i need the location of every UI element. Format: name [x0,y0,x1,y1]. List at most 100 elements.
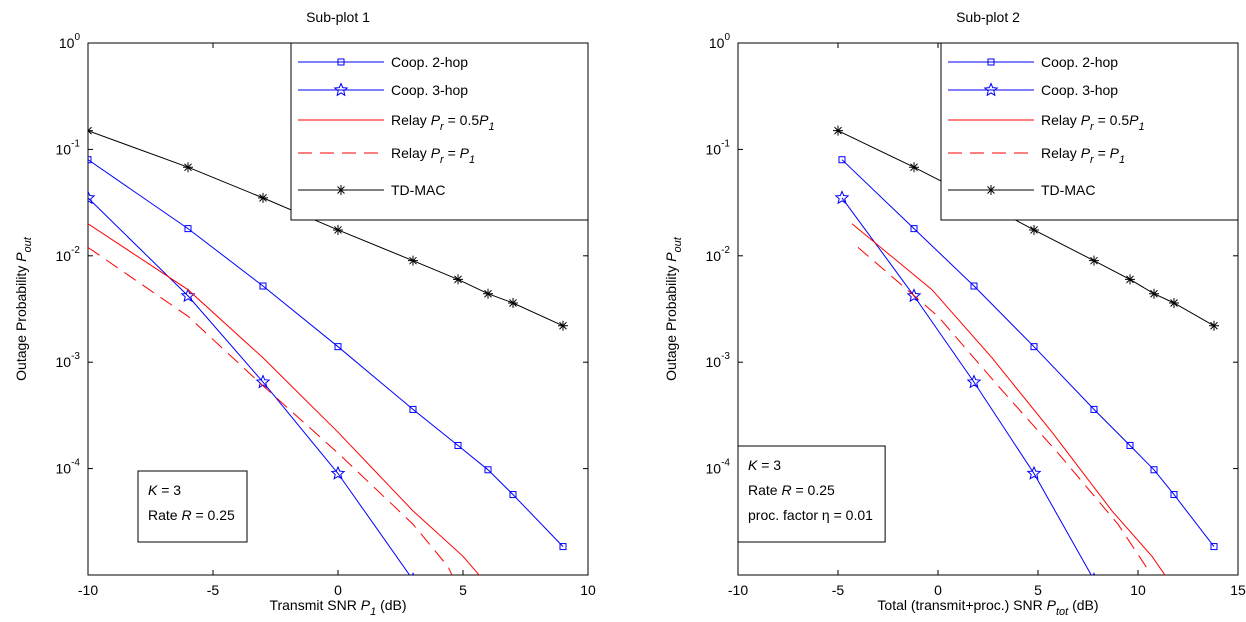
text-part: = [1094,145,1110,161]
series-line [841,159,1215,547]
x-axis-label: Transmit SNR P1 (dB) [269,597,406,618]
text-part: K [748,457,758,473]
annotation-text: proc. factor η = 0.01 [748,507,873,523]
marker [1149,288,1159,299]
text-part: Relay [1041,145,1081,161]
legend-label: TD-MAC [391,182,445,198]
marker [183,162,193,173]
text-part: Coop. 3-hop [1041,82,1118,98]
annotation-text: Rate R = 0.25 [748,482,835,498]
series-line [857,247,1150,575]
marker [184,225,192,233]
text-part: r [1090,154,1095,166]
x-tick-label: 5 [1034,582,1042,598]
x-tick-label: -5 [832,582,845,598]
x-tick-label: 10 [580,582,596,598]
chart-title: Sub-plot 1 [306,9,370,25]
text-part: (dB) [1068,597,1098,613]
marker [970,282,978,290]
x-tick-label: 5 [459,582,467,598]
text-part: P [663,252,679,262]
legend-label: Relay Pr = 0.5P1 [391,112,495,133]
marker [1026,465,1042,480]
chart-title: Sub-plot 2 [956,9,1020,25]
legend: Coop. 2-hop Coop. 3-hop Relay Pr = 0.5P1 Re… [290,42,589,221]
legend-label: Coop. 2-hop [391,54,468,70]
text-part: P [431,112,441,128]
text-part: P [479,112,489,128]
text-part: R [781,482,791,498]
legend-label: Coop. 3-hop [391,82,468,98]
marker [408,255,418,266]
text-part: P [1129,112,1139,128]
text-part: Outage Probability [663,262,679,381]
text-part: = [444,145,460,161]
y-tick-label: 100 [709,32,731,51]
text-part: TD-MAC [391,182,445,198]
marker [1029,224,1039,235]
annotation-text: K = 3 [148,482,181,498]
y-axis-label: Outage Probability Pout [13,236,34,381]
text-part: P [1081,145,1091,161]
marker [1125,274,1135,285]
y-tick-label: 10-3 [706,351,731,370]
y-tick-label: 10-2 [56,245,81,264]
marker [1030,343,1038,351]
subplot: Sub-plot 1 Transmit SNR P1 (dB) Outage Pro… [13,9,596,618]
text-part: 1 [1138,121,1144,133]
marker [906,288,922,303]
x-tick-label: 0 [934,582,942,598]
annotation: K = 3 Rate R = 0.25 [137,470,248,543]
y-tick-label: 10-1 [56,138,81,157]
text-part: Relay [1041,112,1081,128]
series-line [88,223,480,575]
marker [559,543,567,551]
text-part: = 0.5 [1094,112,1130,128]
y-tick-label: 10-1 [706,138,731,157]
annotation-box [737,445,886,543]
text-part: Outage Probability [13,262,29,381]
marker [1169,298,1179,309]
legend-label: Coop. 3-hop [1041,82,1118,98]
y-axis-label: Outage Probability Pout [663,236,684,381]
series-line [88,246,453,575]
text-part: tot [1056,606,1069,618]
x-tick-label: 0 [334,582,342,598]
text-part: 1 [370,606,376,618]
legend-label: Relay Pr = P1 [391,145,475,166]
marker [834,190,850,205]
series-line [851,223,1166,575]
marker [966,374,982,389]
text-part: = 3 [757,457,781,473]
text-part: = 0.5 [444,112,480,128]
x-axis-label: Total (transmit+proc.) SNR Ptot (dB) [877,597,1098,618]
text-part: Coop. 2-hop [1041,54,1118,70]
text-part: R [181,507,191,523]
y-tick-label: 100 [59,32,81,51]
x-tick-label: -10 [78,582,98,598]
marker [453,274,463,285]
legend-marker [986,185,996,195]
plot-lines [833,125,1219,575]
text-part: Total (transmit+proc.) SNR [877,597,1046,613]
text-part: Transmit SNR [269,597,360,613]
marker [1209,320,1219,331]
marker [508,298,518,309]
text-part: proc. factor η = 0.01 [748,507,873,523]
text-part: out [672,236,684,252]
legend-marker [333,82,349,97]
legend-label: Relay Pr = P1 [1041,145,1125,166]
text-part: = 0.25 [192,507,235,523]
text-part: r [440,154,445,166]
y-tick-label: 10-2 [706,245,731,264]
text-part: K [148,482,158,498]
y-tick-label: 10-4 [56,458,81,477]
text-part: = 3 [157,482,181,498]
legend-marker [337,58,345,66]
text-part: 1 [1119,154,1125,166]
annotation-text: K = 3 [748,457,781,473]
text-part: Relay [391,145,431,161]
text-part: P [13,252,29,262]
legend-label: TD-MAC [1041,182,1095,198]
